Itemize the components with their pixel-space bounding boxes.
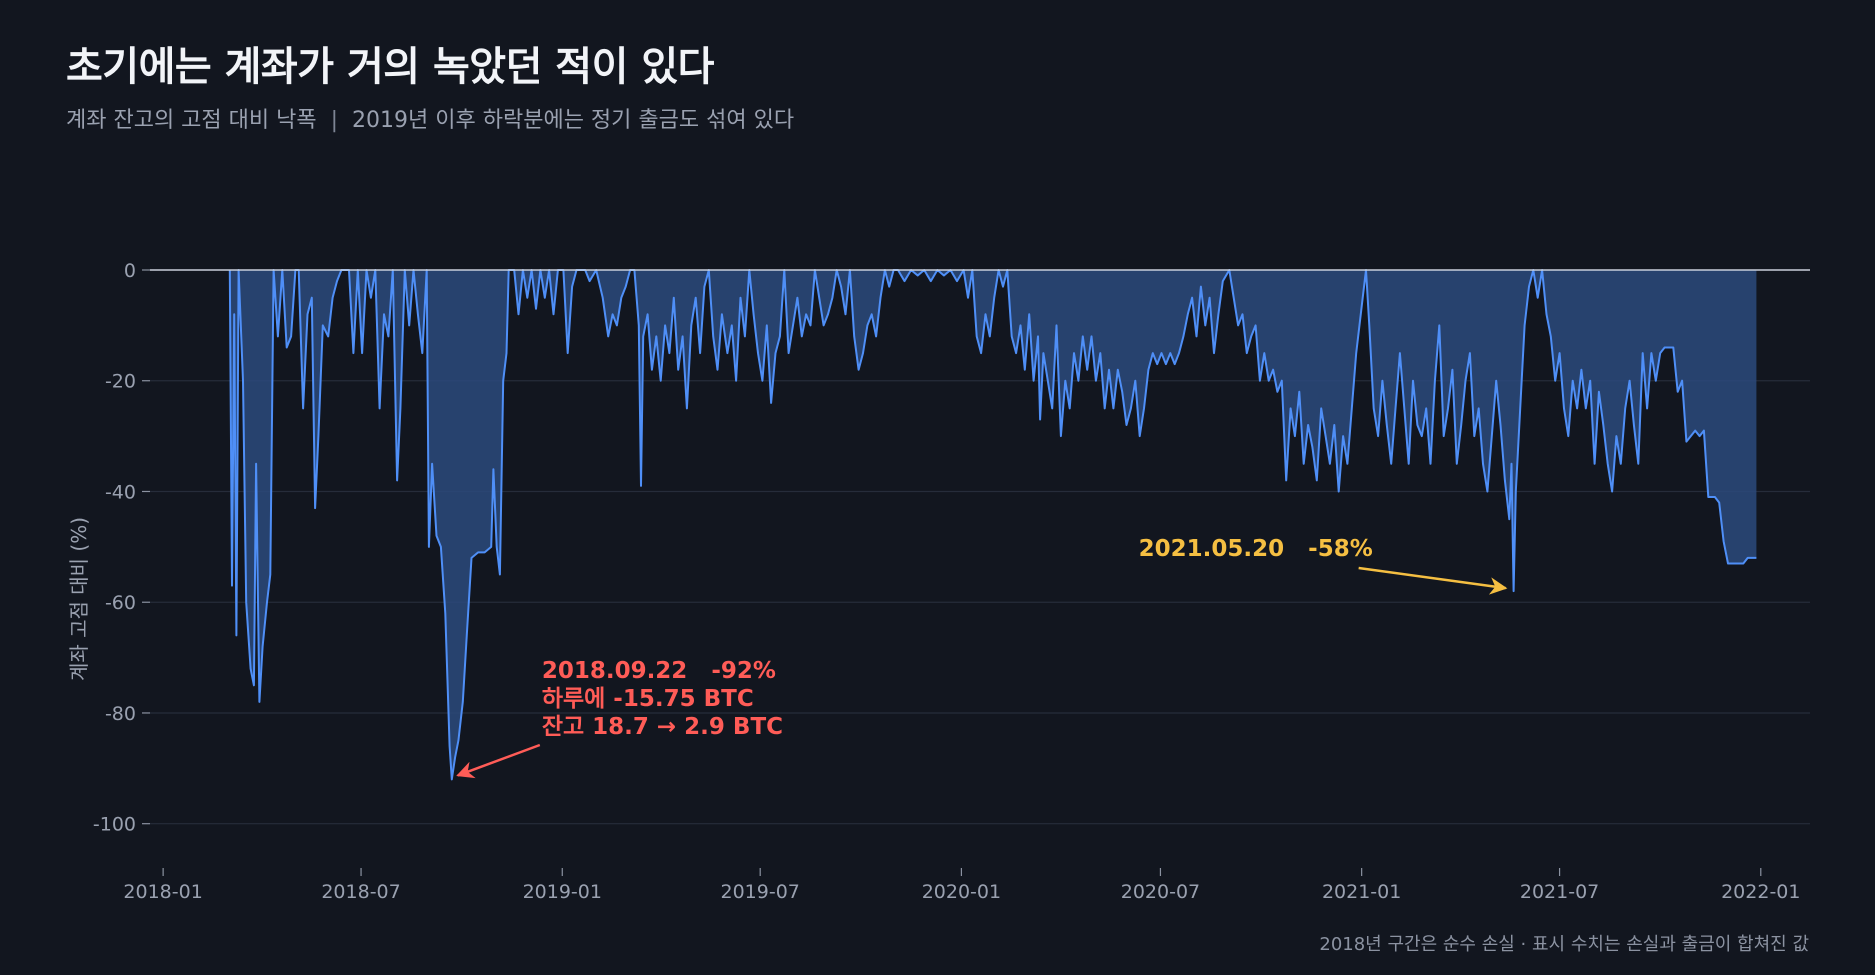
annotation-arrow-red	[456, 743, 541, 779]
y-axis: 0 -20 -40 -60 -80 -100	[93, 260, 150, 836]
x-tick-label: 2022-01	[1721, 881, 1800, 903]
y-tick-label: -40	[105, 481, 136, 503]
subtitle-separator: |	[330, 108, 339, 133]
grid-lines	[150, 380, 1810, 825]
annotation-arrow-yellow	[1358, 566, 1508, 595]
drawdown-line	[228, 269, 1757, 781]
y-tick-label: -100	[93, 814, 136, 836]
drawdown-area	[229, 270, 1757, 780]
subtitle-right: 2019년 이후 하락분에는 정기 출금도 섞여 있다	[352, 108, 795, 133]
annotation-text-red: 잔고 18.7 → 2.9 BTC	[542, 714, 783, 740]
x-tick-label: 2020-07	[1121, 881, 1200, 903]
y-tick-label: -80	[105, 703, 136, 725]
y-tick-label: -60	[105, 592, 136, 614]
x-tick-label: 2018-01	[123, 881, 202, 903]
y-tick-label: -20	[105, 371, 136, 393]
annotation-text-red: 하루에 -15.75 BTC	[542, 686, 754, 712]
chart-subtitle: 계좌 잔고의 고점 대비 낙폭 | 2019년 이후 하락분에는 정기 출금도 섞여…	[66, 102, 794, 134]
annotation-text-yellow: 2021.05.20 -58%	[1139, 536, 1373, 562]
x-tick-label: 2019-07	[721, 881, 800, 903]
x-tick-label: 2019-01	[523, 881, 602, 903]
x-tick-label: 2021-07	[1520, 881, 1599, 903]
x-tick-label: 2021-01	[1322, 881, 1401, 903]
x-axis: 2018-01 2018-07 2019-01 2019-07 2020-01 2020-…	[123, 868, 1800, 903]
x-tick-label: 2020-01	[922, 881, 1001, 903]
annotation-text-red: 2018.09.22 -92%	[542, 658, 776, 684]
chart-title: 초기에는 계좌가 거의 녹았던 적이 있다	[66, 44, 714, 90]
footnote: 2018년 구간은 순수 손실 · 표시 수치는 손실과 출금이 합쳐진 값	[1319, 934, 1809, 955]
y-axis-label: 계좌 고점 대비 (%)	[67, 517, 91, 681]
subtitle-left: 계좌 잔고의 고점 대비 낙폭	[66, 108, 317, 133]
x-tick-label: 2018-07	[321, 881, 400, 903]
y-tick-label: 0	[124, 260, 136, 282]
